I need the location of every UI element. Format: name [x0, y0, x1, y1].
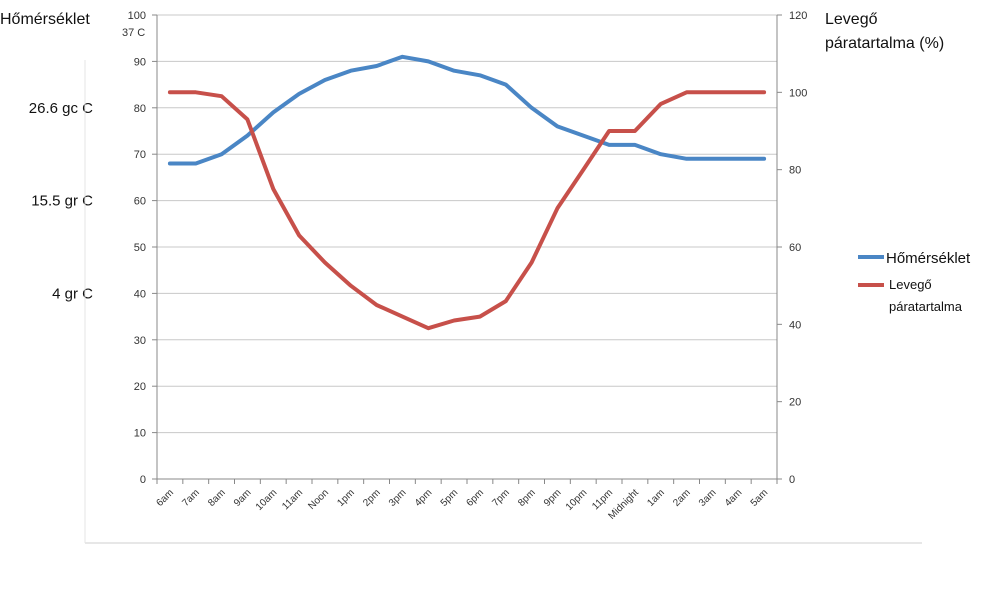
left-tick-label: 20 [134, 381, 146, 393]
x-tick-label: 10am [254, 487, 279, 512]
celsius-label: 4 gr C [52, 285, 93, 302]
right-tick-label: 40 [789, 319, 801, 331]
x-tick-label: Noon [306, 487, 331, 512]
x-tick-label: 5am [749, 487, 771, 509]
x-tick-label: 4am [723, 487, 745, 509]
right-tick-label: 100 [789, 87, 807, 99]
series-line-humidity [167, 90, 767, 331]
x-tick-label: 2pm [361, 487, 383, 509]
series-lines [167, 54, 767, 331]
x-tick-label: 3am [697, 487, 719, 509]
right-tick-label: 120 [789, 10, 807, 22]
right-tick-label: 0 [789, 474, 795, 486]
left-tick-label: 40 [134, 288, 146, 300]
x-tick-label: 6am [155, 487, 177, 509]
left-tick-label: 60 [134, 196, 146, 208]
x-tick-label: 7pm [490, 487, 512, 509]
left-axis-title: Hőmérséklet [0, 11, 90, 28]
legend-label-humidity-line1: Levegő [889, 277, 932, 292]
celsius-label: 15.5 gr C [31, 193, 93, 210]
left-tick-label: 70 [134, 149, 146, 161]
x-tick-label: 6pm [465, 487, 487, 509]
left-tick-label: 50 [134, 242, 146, 254]
right-axis-title-line2: páratartalma (%) [825, 35, 944, 52]
right-axis-ticks: 0 20 40 60 80 100 120 [777, 10, 807, 486]
x-tick-label: 11am [280, 487, 305, 512]
x-tick-label: 5pm [439, 487, 461, 509]
x-tick-label: 7am [180, 487, 202, 509]
right-axis-title-line1: Levegő [825, 11, 878, 28]
x-tick-label: 2am [671, 487, 693, 509]
x-tick-label: 1pm [335, 487, 357, 509]
x-tick-label: 3pm [387, 487, 409, 509]
right-tick-label: 80 [789, 165, 801, 177]
legend-label-humidity-line2: páratartalma [889, 299, 963, 314]
x-tick-label: 10pm [564, 487, 589, 512]
x-tick-label: 9am [232, 487, 254, 509]
right-tick-label: 60 [789, 242, 801, 254]
right-tick-label: 20 [789, 397, 801, 409]
x-tick-label: 8pm [516, 487, 538, 509]
x-tick-label: 1am [645, 487, 667, 509]
left-tick-label: 10 [134, 428, 146, 440]
left-tick-label: 30 [134, 335, 146, 347]
left-tick-label: 0 [140, 474, 146, 486]
series-line-temperature [167, 54, 767, 166]
celsius-label: 26.6 gc C [29, 100, 93, 117]
celsius-labels: 26.6 gc C 15.5 gr C 4 gr C [29, 100, 93, 303]
left-axis-unit: 37 C [122, 27, 145, 39]
left-tick-label: 100 [128, 10, 146, 22]
left-tick-label: 90 [134, 56, 146, 68]
x-tick-label: 9pm [542, 487, 564, 509]
x-tick-label: 8am [206, 487, 228, 509]
x-tick-label: 4pm [413, 487, 435, 509]
left-tick-label: 80 [134, 103, 146, 115]
x-axis-ticks: 6am 7am 8am 9am 10am 11am Noon 1pm 2pm 3pm 4pm 5pm 6… [155, 479, 778, 522]
gridlines [156, 14, 778, 480]
legend-label-temperature: Hőmérséklet [886, 250, 971, 267]
left-axis-ticks: 0 10 20 30 40 50 60 70 80 90 100 [128, 10, 157, 486]
